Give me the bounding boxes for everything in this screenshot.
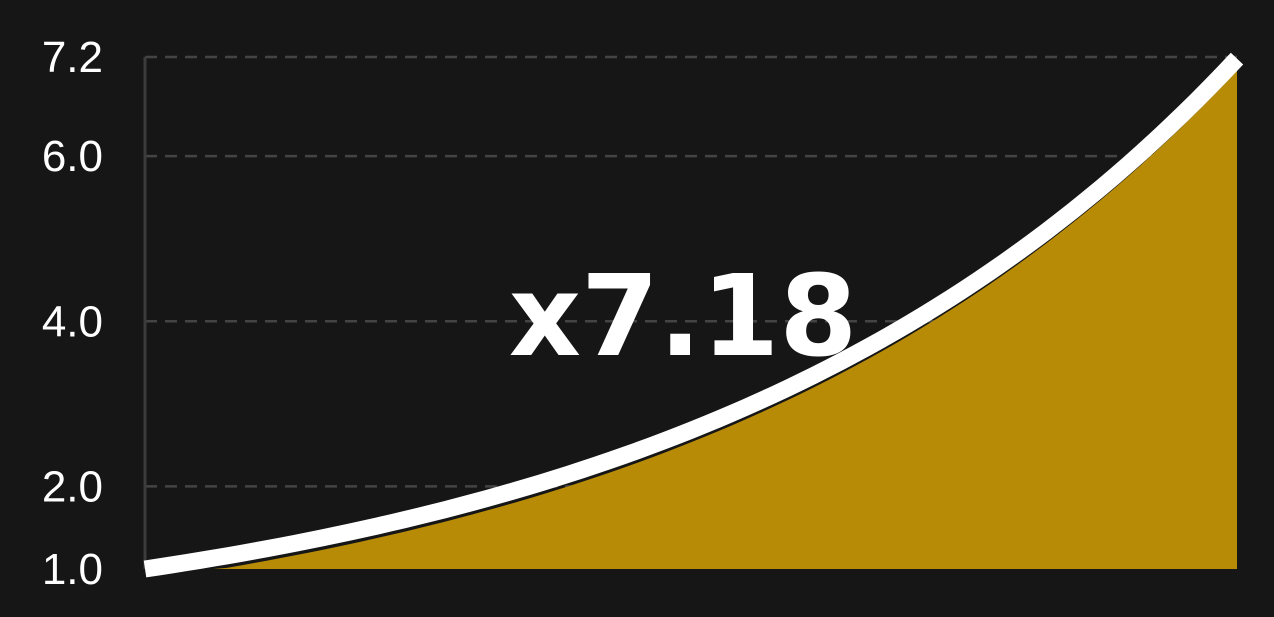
y-tick-label: 6.0 (42, 132, 103, 181)
multiplier-annotation: x7.18 (509, 252, 858, 382)
area-fill (145, 70, 1237, 569)
y-tick-label: 1.0 (42, 545, 103, 594)
y-tick-label: 4.0 (42, 297, 103, 346)
y-tick-label: 7.2 (42, 33, 103, 82)
line-layer (143, 52, 1244, 578)
y-tick-label: 2.0 (42, 462, 103, 511)
area-layer (145, 70, 1237, 569)
y-tick-labels: 1.0 2.0 4.0 6.0 7.2 (42, 33, 103, 594)
multiplier-line (143, 52, 1244, 578)
